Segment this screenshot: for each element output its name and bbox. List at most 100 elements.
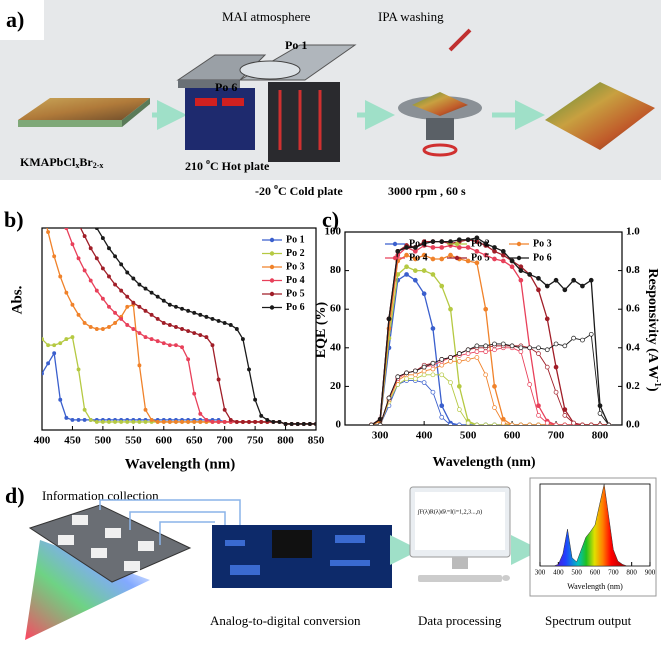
marker [271, 419, 276, 424]
marker [228, 417, 233, 422]
marker [46, 343, 51, 348]
x-tick-label: 300 [535, 569, 546, 577]
legend-marker [269, 278, 275, 283]
marker [597, 422, 603, 425]
marker [40, 206, 43, 209]
marker [180, 419, 184, 424]
marker [369, 422, 374, 425]
marker [167, 323, 172, 327]
marker [421, 268, 427, 273]
marker [465, 347, 471, 353]
marker [456, 351, 462, 356]
marker [161, 320, 166, 325]
marker [155, 419, 160, 424]
marker [562, 413, 568, 418]
marker [216, 419, 221, 424]
marker [143, 308, 148, 313]
display [222, 98, 244, 106]
x-tick-label: 300 [372, 430, 389, 442]
line [371, 265, 609, 425]
marker [465, 357, 471, 362]
marker [456, 245, 462, 250]
series-group [369, 235, 612, 425]
marker [198, 312, 203, 317]
series-group [40, 206, 316, 426]
marker [240, 419, 245, 424]
marker [155, 316, 160, 321]
marker [59, 206, 62, 209]
responsivity-line [371, 345, 609, 425]
wires [99, 499, 241, 525]
marker [509, 258, 515, 264]
y2-axis-label: Responsivity (A W-1) [645, 268, 661, 391]
marker [421, 364, 427, 370]
marker [52, 254, 57, 259]
components [330, 560, 370, 566]
x-tick-label: 400 [416, 430, 433, 442]
marker [89, 216, 92, 219]
legend-marker [269, 251, 275, 256]
marker [82, 234, 87, 239]
marker [553, 277, 559, 283]
marker [94, 288, 99, 293]
marker [70, 335, 75, 340]
marker [58, 397, 63, 402]
x-tick-label: 600 [156, 435, 173, 447]
marker [137, 282, 142, 287]
marker [210, 343, 215, 348]
marker [46, 361, 51, 366]
marker [456, 237, 462, 243]
x-tick-label: 400 [34, 435, 51, 447]
marker [58, 274, 63, 279]
x-tick-label: 750 [247, 435, 264, 447]
marker [64, 228, 69, 230]
marker [76, 312, 81, 317]
marker [167, 343, 172, 348]
marker [149, 312, 154, 317]
marker [259, 413, 264, 418]
x-tick-label: 900 [645, 569, 656, 577]
marker [100, 296, 105, 301]
panel-label: b) [4, 207, 24, 232]
marker [247, 419, 251, 424]
responsivity-line [371, 347, 609, 425]
marker [82, 320, 87, 325]
marker [143, 286, 148, 291]
marker [204, 417, 209, 422]
marker [88, 325, 93, 329]
marker [174, 325, 178, 329]
line [371, 254, 609, 425]
marker [492, 422, 497, 425]
text: -20 [255, 184, 274, 198]
x-axis-label: Wavelength (nm) [125, 456, 235, 472]
components [335, 535, 365, 543]
marker [113, 419, 118, 424]
marker [483, 422, 489, 425]
marker [71, 206, 74, 209]
text: C Cold plate [278, 184, 343, 198]
panel-a: a) KMAPbClxBr2-x MAI atmosphere Po 6 Po … [0, 0, 661, 198]
marker [456, 407, 462, 412]
marker [536, 345, 541, 351]
marker [52, 351, 57, 356]
marker [216, 318, 221, 323]
marker [88, 246, 93, 251]
marker [544, 420, 550, 425]
chip [272, 530, 312, 558]
formula: ∫F(λ)R(λ)dλ=I(i=1,2,3...,n) [417, 508, 482, 515]
marker [174, 304, 178, 309]
text: 210 [185, 159, 206, 173]
marker [119, 316, 124, 321]
marker [518, 277, 524, 283]
marker [483, 306, 489, 312]
marker [113, 310, 118, 315]
film-label: KMAPbClxBr2-x [20, 155, 103, 170]
marker [192, 310, 197, 315]
marker [430, 360, 436, 366]
marker [216, 377, 221, 382]
marker [161, 419, 166, 424]
marker [500, 420, 506, 425]
marker [234, 419, 239, 424]
final-film [545, 82, 655, 150]
